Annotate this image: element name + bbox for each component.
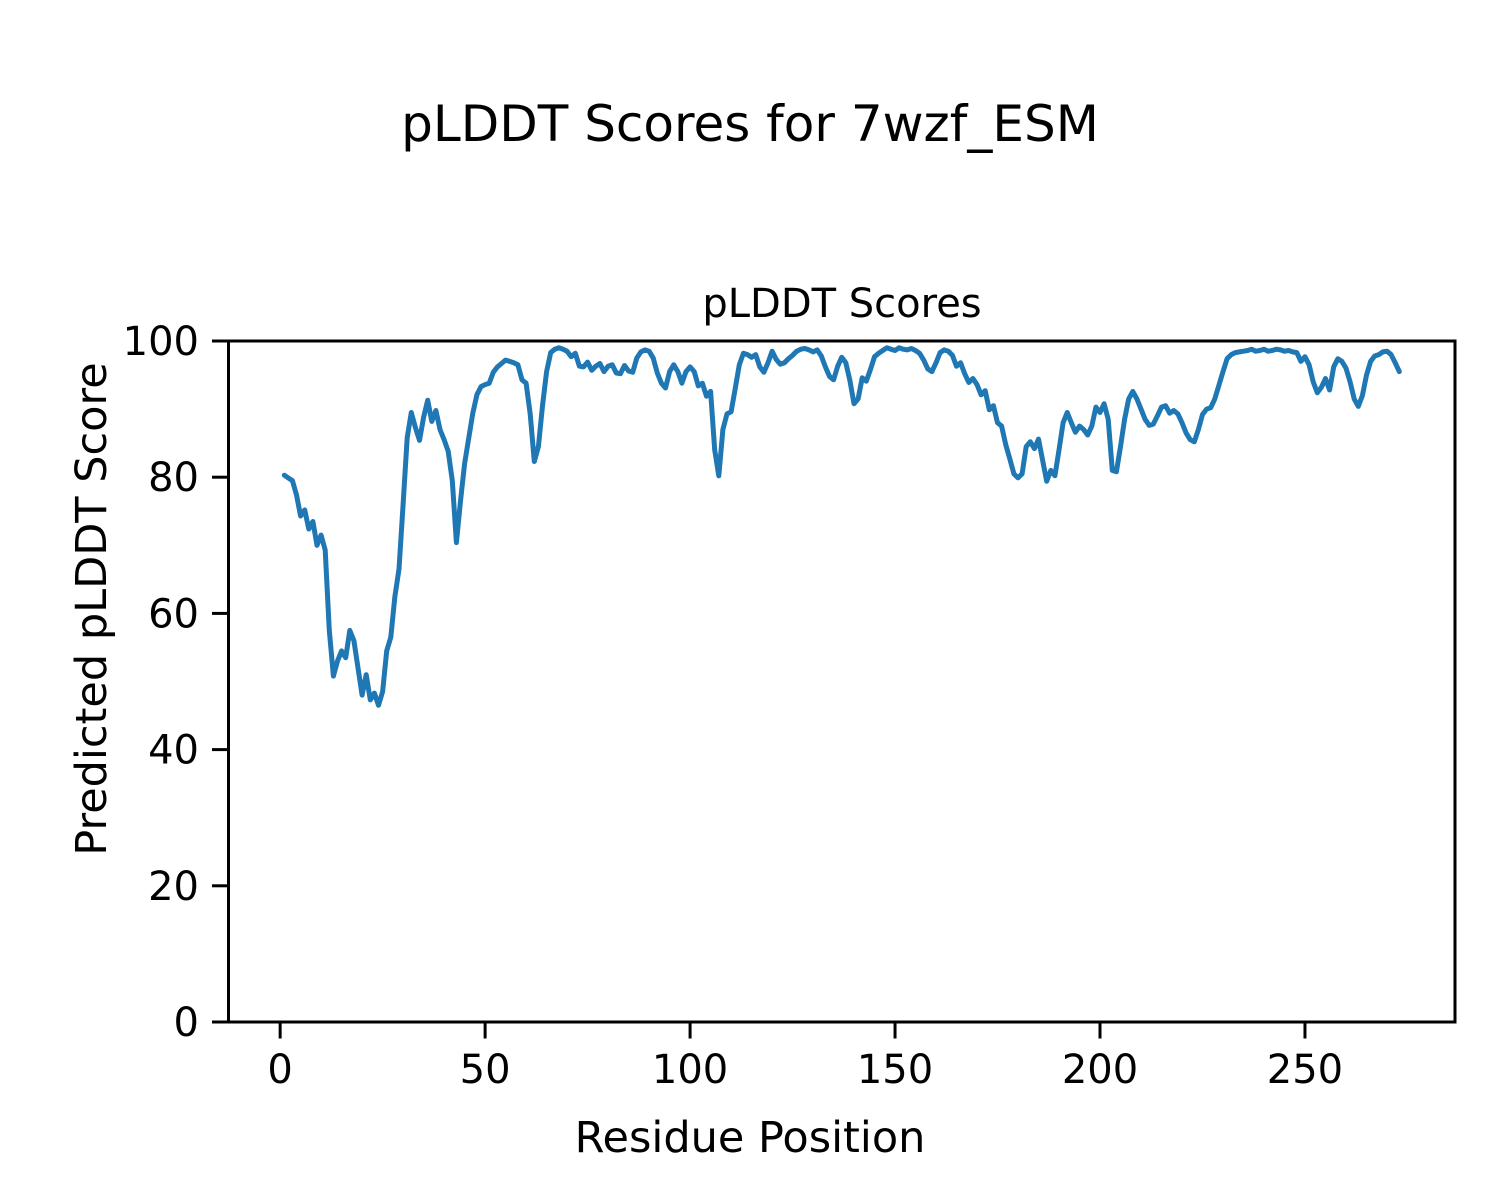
axes-frame bbox=[227, 339, 1457, 1024]
x-tick-label: 100 bbox=[652, 1047, 728, 1093]
x-axis-label: Residue Position bbox=[575, 1113, 926, 1163]
y-axis-label: Predicted pLDDT Score bbox=[67, 362, 117, 855]
plddt-line-series bbox=[281, 345, 1402, 708]
y-tick-label: 40 bbox=[148, 728, 199, 774]
x-tick-label: 250 bbox=[1267, 1047, 1343, 1093]
x-tick-label: 50 bbox=[460, 1047, 511, 1093]
axes-title: pLDDT Scores bbox=[702, 281, 981, 327]
y-tick-label: 20 bbox=[148, 864, 199, 910]
x-tick-label: 150 bbox=[857, 1047, 933, 1093]
y-tick-label: 80 bbox=[148, 455, 199, 501]
y-tick-label: 0 bbox=[174, 1000, 199, 1046]
x-tick-label: 0 bbox=[267, 1047, 292, 1093]
figure-suptitle: pLDDT Scores for 7wzf_ESM bbox=[401, 95, 1099, 153]
y-tick-label: 100 bbox=[123, 319, 199, 365]
y-axis-ticks: 0 20 40 60 80 100 bbox=[123, 319, 227, 1046]
x-axis-ticks: 0 50 100 150 200 250 bbox=[267, 1023, 1343, 1093]
x-tick-label: 200 bbox=[1062, 1047, 1138, 1093]
y-tick-label: 60 bbox=[148, 591, 199, 637]
